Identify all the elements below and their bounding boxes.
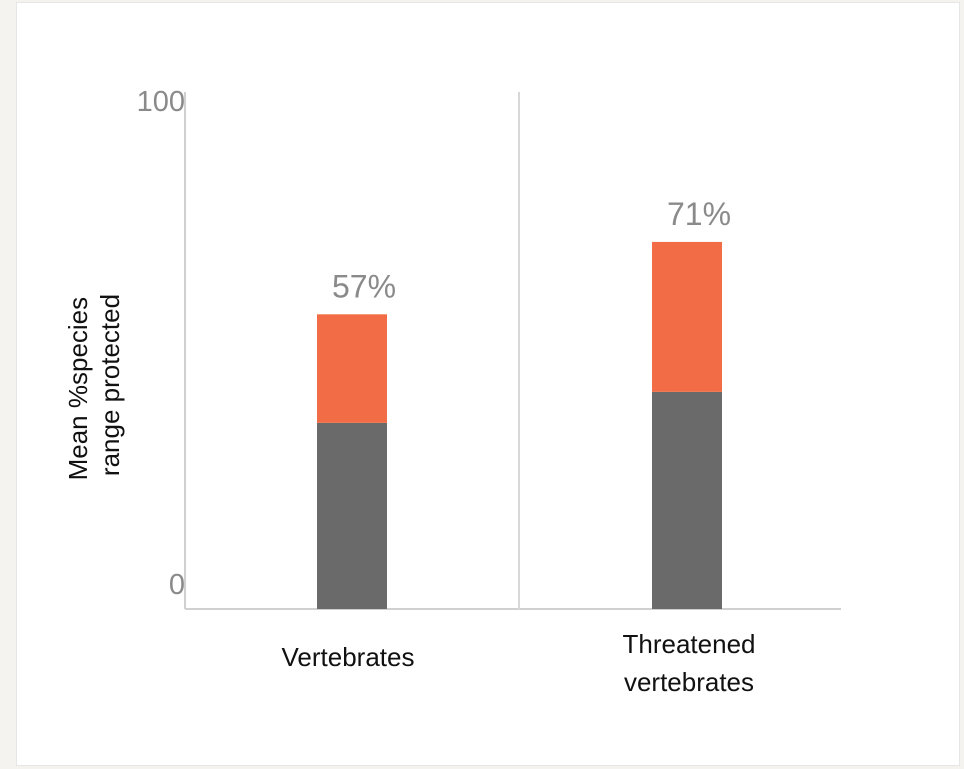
y-axis-label-line-1: Mean %species (63, 297, 93, 481)
x-category-label-2: Threatened vertebrates (623, 629, 756, 697)
x-category-label-2-line-1: Threatened (623, 629, 756, 659)
y-axis-label: Mean %species range protected (63, 290, 125, 481)
y-tick-label-top: 100 (137, 86, 185, 118)
bar-segment-1-1 (317, 422, 387, 609)
bar-segment-2-1 (652, 391, 722, 609)
stacked-bar-chart: 100 0 Mean %species range protected 57% V… (63, 86, 841, 697)
x-category-label-1: Vertebrates (282, 642, 415, 672)
y-axis-label-line-2: range protected (95, 294, 125, 476)
bar-total-label-1: 57% (332, 268, 396, 304)
x-category-label-1-line-1: Vertebrates (282, 642, 415, 672)
x-category-label-2-line-2: vertebrates (624, 667, 754, 697)
chart-card: 100 0 Mean %species range protected 57% V… (16, 2, 960, 766)
y-tick-label-bottom: 0 (169, 569, 185, 601)
bar-segment-2-2 (652, 241, 722, 392)
bar-segment-1-2 (317, 314, 387, 423)
bar-total-label-2: 71% (667, 196, 731, 232)
